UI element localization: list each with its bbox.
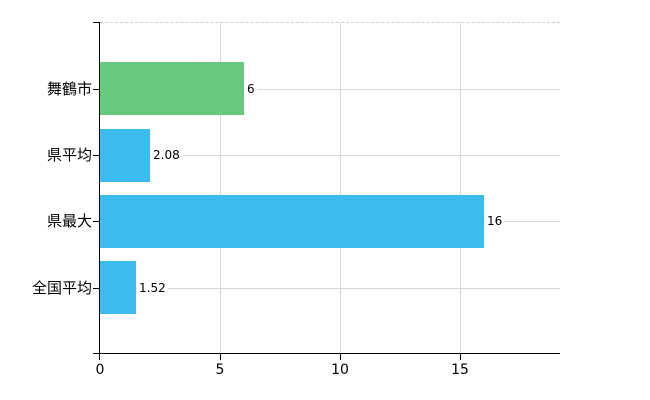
x-axis-tick bbox=[460, 354, 461, 360]
category-label: 舞鶴市 bbox=[46, 80, 92, 98]
x-axis-tick bbox=[340, 354, 341, 360]
gridline-horizontal bbox=[100, 155, 560, 156]
y-axis-tick bbox=[93, 155, 100, 156]
x-tick-label: 0 bbox=[95, 362, 105, 378]
gridline-vertical bbox=[340, 23, 341, 353]
value-label: 2.08 bbox=[151, 148, 182, 162]
category-label: 県平均 bbox=[46, 146, 92, 164]
x-tick-label: 10 bbox=[331, 362, 349, 378]
y-axis-tick bbox=[93, 221, 100, 222]
y-axis-tick bbox=[93, 288, 100, 289]
value-label: 1.52 bbox=[137, 281, 168, 295]
bar bbox=[100, 195, 484, 248]
category-label: 全国平均 bbox=[31, 279, 92, 297]
plot-top-border bbox=[100, 22, 560, 23]
x-tick-label: 5 bbox=[215, 362, 225, 378]
value-label: 16 bbox=[485, 214, 505, 228]
y-axis-line bbox=[99, 22, 100, 354]
x-tick-label: 15 bbox=[451, 362, 469, 378]
x-axis-tick bbox=[99, 354, 100, 360]
value-label: 6 bbox=[245, 82, 257, 96]
x-axis-line bbox=[93, 353, 560, 354]
gridline-vertical bbox=[220, 23, 221, 353]
gridline-horizontal bbox=[100, 288, 560, 289]
bar bbox=[100, 261, 136, 314]
gridline-horizontal bbox=[100, 89, 560, 90]
y-axis-tick bbox=[93, 89, 100, 90]
bar bbox=[100, 129, 150, 182]
x-axis-tick bbox=[220, 354, 221, 360]
bar bbox=[100, 62, 244, 115]
y-axis-tick bbox=[93, 22, 100, 23]
gridline-vertical bbox=[460, 23, 461, 353]
category-label: 県最大 bbox=[46, 212, 92, 230]
